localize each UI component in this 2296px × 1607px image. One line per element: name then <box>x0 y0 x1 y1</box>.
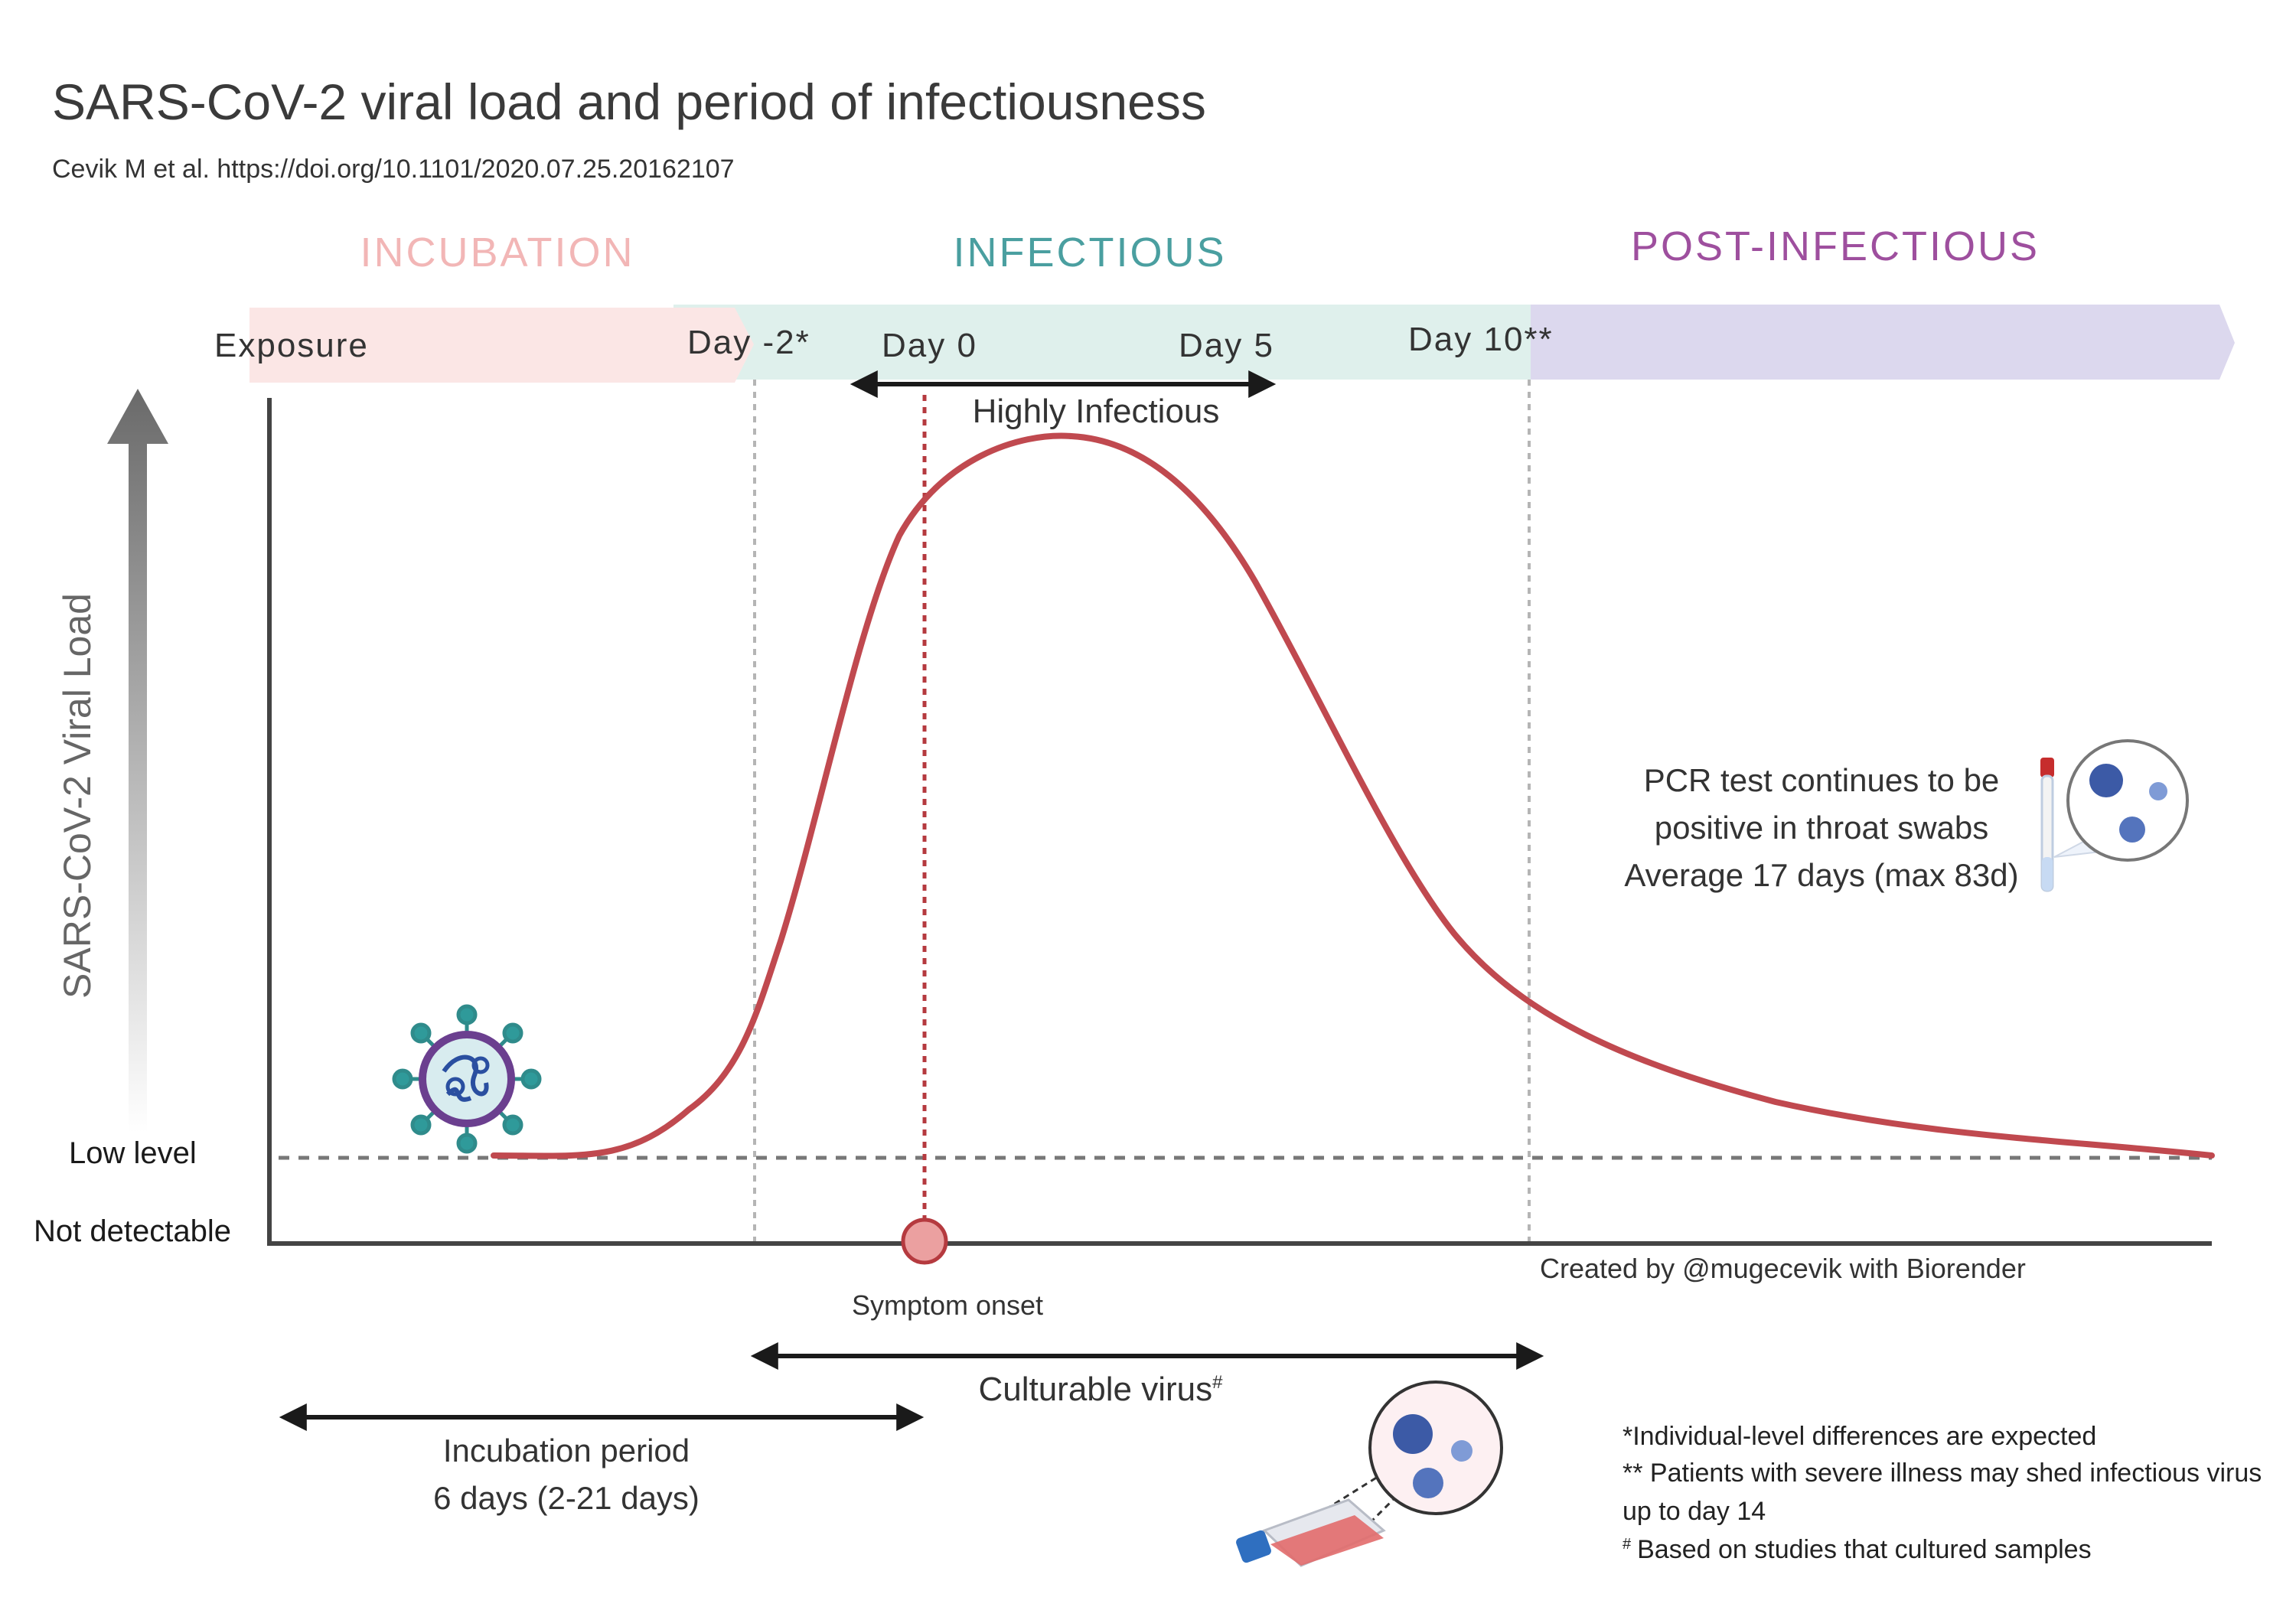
chart-title: SARS-CoV-2 viral load and period of infe… <box>52 73 1206 130</box>
pcr-note-line-3: Average 17 days (max 83d) <box>1624 857 2018 893</box>
highly-infectious-label: Highly Infectious <box>973 393 1220 430</box>
viral-load-curve <box>491 432 2215 1159</box>
virus-icon <box>392 1004 542 1154</box>
footnote-4: # Based on studies that cultured samples <box>1623 1535 2092 1564</box>
y-axis-arrow-fill <box>107 389 168 1133</box>
swab-tube-icon <box>2040 739 2189 892</box>
incubation-period-duration: 6 days (2-21 days) <box>433 1480 700 1516</box>
footnote-2: ** Patients with severe illness may shed… <box>1623 1459 2262 1488</box>
culturable-virus-label: Culturable virus# <box>978 1371 1223 1408</box>
pcr-note-line-2: positive in throat swabs <box>1655 810 1989 846</box>
symptom-onset-label: Symptom onset <box>852 1289 1043 1321</box>
timeline-day-10: Day 10** <box>1408 321 1554 358</box>
band-incubation <box>249 308 754 383</box>
low-level-label: Low level <box>69 1136 197 1170</box>
timeline-exposure: Exposure <box>214 327 369 364</box>
timeline-day-minus-2: Day -2* <box>687 324 810 361</box>
timeline-day-5: Day 5 <box>1179 327 1274 364</box>
culture-flask-icon <box>1236 1380 1503 1567</box>
phase-infectious-label: INFECTIOUS <box>953 230 1226 275</box>
pcr-note-line-1: PCR test continues to be <box>1644 762 2000 798</box>
credit-text: Created by @mugecevik with Biorender <box>1540 1253 2026 1284</box>
phase-incubation-label: INCUBATION <box>360 230 634 275</box>
phase-post-infectious-label: POST-INFECTIOUS <box>1631 223 2040 269</box>
incubation-period-label: Incubation period <box>443 1433 690 1468</box>
footnote-1: *Individual-level differences are expect… <box>1623 1422 2096 1451</box>
band-post-infectious <box>1523 305 2235 380</box>
y-axis-label: SARS-CoV-2 Viral Load <box>56 593 99 999</box>
not-detectable-label: Not detectable <box>34 1214 231 1248</box>
footnote-3: up to day 14 <box>1623 1497 1766 1526</box>
timeline-day-0: Day 0 <box>882 327 977 364</box>
symptom-onset-marker <box>901 1217 948 1265</box>
citation: Cevik M et al. https://doi.org/10.1101/2… <box>52 155 735 184</box>
band-infectious <box>673 305 1531 380</box>
